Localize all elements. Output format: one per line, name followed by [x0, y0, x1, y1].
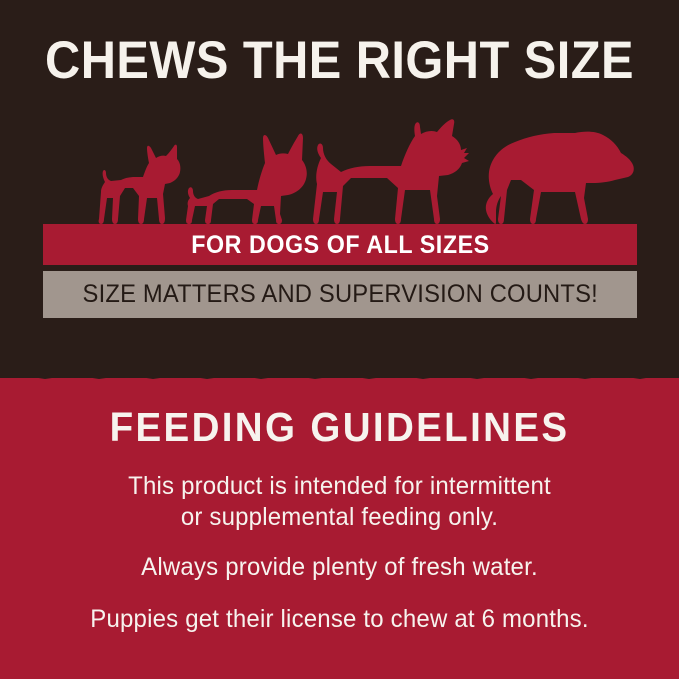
guideline-1-line-2: or supplemental feeding only.: [180, 503, 499, 531]
size-matters-banner-text: SIZE MATTERS AND SUPERVISION COUNTS!: [82, 280, 598, 308]
dog-size-lineup: [43, 118, 637, 230]
terrier-silhouette: [313, 119, 469, 224]
for-dogs-banner: FOR DOGS OF ALL SIZES: [43, 226, 637, 265]
top-dark-panel: CHEWS THE RIGHT SIZE: [43, 31, 637, 318]
bottom-red-panel: [0, 378, 679, 679]
torn-edge-divider: [0, 372, 679, 384]
guideline-item: Puppies get their license to chew at 6 m…: [90, 605, 589, 633]
for-dogs-banner-text: FOR DOGS OF ALL SIZES: [190, 231, 490, 259]
size-matters-banner: SIZE MATTERS AND SUPERVISION COUNTS!: [43, 271, 637, 318]
guideline-1-line-1: This product is intended for intermitten…: [128, 472, 551, 500]
corgi-silhouette: [186, 133, 307, 224]
retriever-silhouette: [485, 131, 634, 224]
page-title: CHEWS THE RIGHT SIZE: [45, 31, 634, 90]
feeding-guidelines-title: FEEDING GUIDELINES: [109, 404, 570, 450]
guideline-item: Always provide plenty of fresh water.: [141, 553, 538, 581]
chihuahua-silhouette: [98, 144, 181, 224]
guideline-item: This product is intended for intermitten…: [14, 471, 666, 533]
